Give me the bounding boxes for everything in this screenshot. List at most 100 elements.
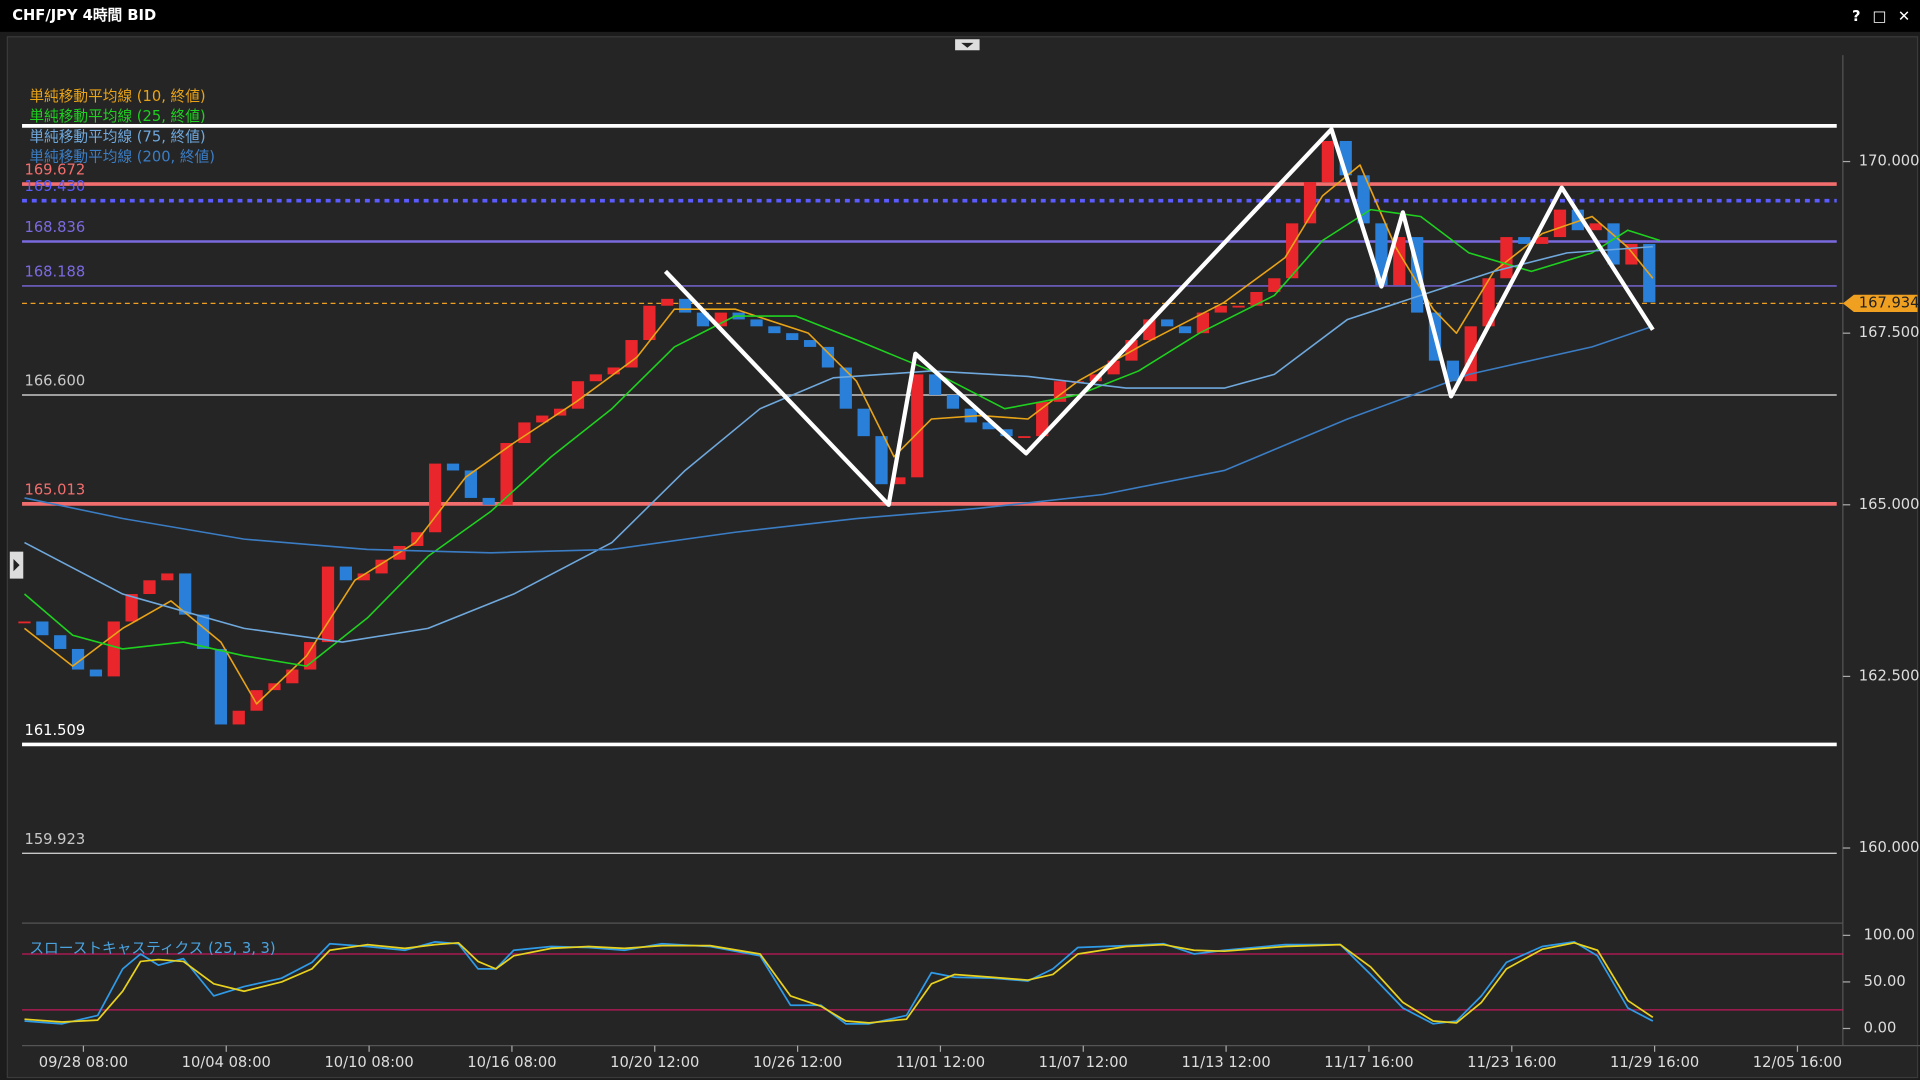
candle [304,642,317,670]
candle [536,415,549,423]
candle [786,333,799,341]
side-arrow [13,559,20,572]
candle [1607,223,1620,265]
candle [1553,209,1567,238]
candle [1232,305,1245,308]
candle [821,346,835,368]
stochastic-line [24,941,1654,1025]
candle [500,443,513,505]
candle [482,497,495,505]
legend-entry: 単純移動平均線 (25, 終値) [29,108,205,125]
candle [1482,278,1495,327]
stochastic-plot: 100.00 50.00 0.00 スローストキャスティクス (25, 3, 3) [22,926,1915,1036]
candle [179,573,192,615]
candle [768,326,781,334]
stochastic-line [24,941,1654,1024]
candle [1161,319,1174,327]
candle [125,594,138,622]
x-tick-label: 10/16 08:00 [467,1054,556,1071]
y-tick-label: 100.00 [1864,926,1915,943]
stochastic-title: スローストキャスティクス (25, 3, 3) [29,940,275,957]
x-tick-label: 11/29 16:00 [1610,1054,1699,1071]
candle [661,298,674,306]
last-price-label: 167.934 [1859,294,1920,311]
candle [143,580,156,595]
legend-entry: 単純移動平均線 (10, 終値) [29,88,205,105]
candle [857,408,870,437]
candle [625,340,638,368]
maximize-button[interactable]: □ [1873,8,1887,25]
x-tick-label: 12/05 16:00 [1753,1054,1842,1071]
candle [339,566,352,581]
chart-area [6,36,1919,1079]
y-tick-label: 0.00 [1864,1019,1897,1036]
candle [643,305,656,341]
candle [1321,140,1335,183]
candle [232,710,245,725]
level-label: 168.188 [24,263,85,280]
candle [1178,326,1192,334]
level-label: 168.836 [24,219,85,236]
candle [89,669,103,677]
level-label: 161.509 [24,722,85,739]
level-label: 166.600 [24,372,85,389]
candle [928,374,942,395]
y-tick-label: 165.000 [1859,496,1920,513]
candle [1589,223,1602,231]
candle [1286,223,1299,279]
legend-entry: 単純移動平均線 (200, 終値) [29,149,215,166]
candle [1214,305,1227,313]
candle [589,374,602,382]
candle [750,319,763,327]
moving-average [23,208,1661,667]
candle [1018,436,1031,438]
candle [161,573,174,581]
candle [107,621,120,677]
help-button[interactable]: ? [1852,8,1861,25]
candle [714,312,727,327]
moving-average [23,164,1654,705]
candle [1518,237,1531,244]
x-tick-label: 11/07 12:00 [1039,1054,1128,1071]
x-tick-label: 10/20 12:00 [610,1054,699,1071]
candle [464,470,477,498]
candle [446,463,460,471]
candle [571,381,585,409]
x-tick-label: 11/17 16:00 [1324,1054,1413,1071]
x-tick-label: 10/04 08:00 [182,1054,271,1071]
candle [321,566,335,643]
y-tick-label: 50.00 [1864,973,1906,990]
y-tick-label: 167.500 [1859,324,1920,341]
candle [54,635,67,649]
candle [875,436,888,485]
x-tick-label: 11/13 12:00 [1181,1054,1270,1071]
candle [893,477,906,485]
x-tick-label: 10/26 12:00 [753,1054,842,1071]
candle [1268,278,1281,292]
window-title: CHF/JPY 4時間 BID [12,6,156,24]
x-tick-label: 10/10 08:00 [324,1054,413,1071]
candle [1446,360,1459,382]
candle [357,573,370,581]
candle [18,621,31,624]
candle [839,367,852,409]
y-tick-label: 162.500 [1859,667,1920,684]
level-label: 169.430 [24,178,85,195]
close-button[interactable]: ✕ [1898,8,1910,25]
x-tick-label: 11/23 16:00 [1467,1054,1556,1071]
candle [250,690,263,711]
level-label: 165.013 [24,481,85,498]
candle [36,621,49,636]
candle [1536,237,1549,244]
moving-average [24,325,1654,554]
candle [196,614,210,649]
x-tick-label: 11/01 12:00 [896,1054,985,1071]
candle [803,340,817,347]
candle [1196,312,1210,334]
candle [911,374,924,478]
candle [429,463,442,533]
candle [678,298,692,313]
title-bar [0,0,1920,32]
